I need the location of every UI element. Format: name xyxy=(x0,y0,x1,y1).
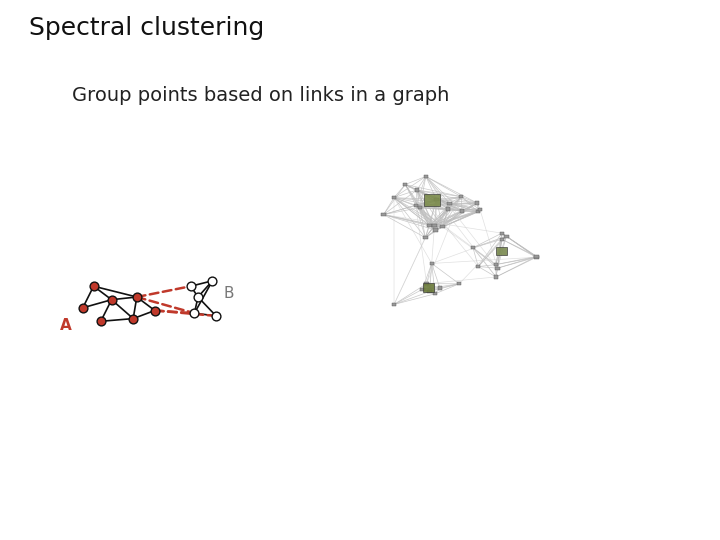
FancyBboxPatch shape xyxy=(504,235,508,238)
FancyBboxPatch shape xyxy=(432,224,436,227)
FancyBboxPatch shape xyxy=(420,288,425,291)
FancyBboxPatch shape xyxy=(425,282,429,285)
FancyBboxPatch shape xyxy=(433,292,437,295)
Point xyxy=(131,293,143,301)
FancyBboxPatch shape xyxy=(493,263,498,266)
FancyBboxPatch shape xyxy=(494,275,498,279)
Point xyxy=(95,317,107,326)
FancyBboxPatch shape xyxy=(382,213,386,216)
FancyBboxPatch shape xyxy=(534,255,539,258)
FancyBboxPatch shape xyxy=(471,246,475,249)
Point xyxy=(189,309,200,318)
FancyBboxPatch shape xyxy=(459,195,464,198)
Text: B: B xyxy=(223,286,234,301)
FancyBboxPatch shape xyxy=(457,282,462,286)
FancyBboxPatch shape xyxy=(438,286,442,289)
FancyBboxPatch shape xyxy=(434,198,438,201)
FancyBboxPatch shape xyxy=(423,283,434,292)
FancyBboxPatch shape xyxy=(423,236,428,239)
Point xyxy=(88,282,99,291)
FancyBboxPatch shape xyxy=(415,188,419,192)
FancyBboxPatch shape xyxy=(418,206,422,210)
FancyBboxPatch shape xyxy=(413,204,418,207)
FancyBboxPatch shape xyxy=(500,238,504,241)
Point xyxy=(106,295,117,304)
Point xyxy=(185,282,197,291)
FancyBboxPatch shape xyxy=(495,267,500,270)
FancyBboxPatch shape xyxy=(497,247,507,255)
FancyBboxPatch shape xyxy=(403,183,408,186)
FancyBboxPatch shape xyxy=(460,210,464,213)
FancyBboxPatch shape xyxy=(476,210,480,213)
FancyBboxPatch shape xyxy=(428,290,432,293)
FancyBboxPatch shape xyxy=(428,224,432,227)
Point xyxy=(192,293,204,301)
Text: A: A xyxy=(60,319,71,334)
Point xyxy=(127,314,139,323)
Point xyxy=(149,306,161,315)
FancyBboxPatch shape xyxy=(392,303,396,306)
FancyBboxPatch shape xyxy=(476,265,480,268)
FancyBboxPatch shape xyxy=(446,207,451,211)
FancyBboxPatch shape xyxy=(423,175,428,178)
Text: Spectral clustering: Spectral clustering xyxy=(29,16,264,40)
FancyBboxPatch shape xyxy=(430,262,434,265)
Point xyxy=(77,303,89,312)
FancyBboxPatch shape xyxy=(433,228,438,232)
FancyBboxPatch shape xyxy=(441,225,445,228)
Text: Group points based on links in a graph: Group points based on links in a graph xyxy=(72,86,449,105)
FancyBboxPatch shape xyxy=(424,194,440,206)
FancyBboxPatch shape xyxy=(500,232,504,235)
FancyBboxPatch shape xyxy=(478,208,482,212)
FancyBboxPatch shape xyxy=(475,201,480,205)
FancyBboxPatch shape xyxy=(534,255,539,259)
Point xyxy=(207,276,218,285)
FancyBboxPatch shape xyxy=(447,202,451,205)
Point xyxy=(210,312,222,320)
FancyBboxPatch shape xyxy=(392,196,396,199)
